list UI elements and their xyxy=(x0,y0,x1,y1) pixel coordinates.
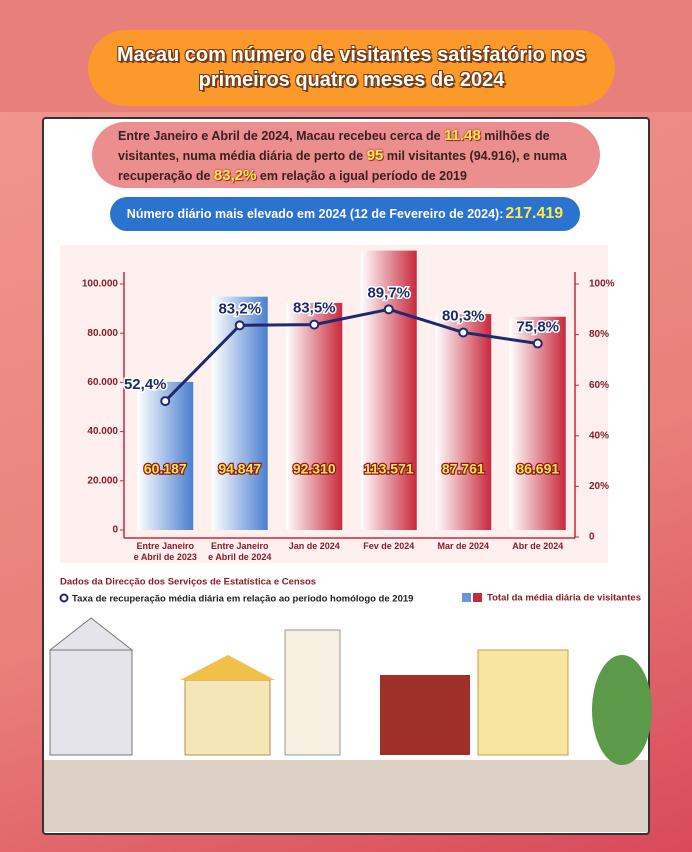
legend-marker xyxy=(59,593,69,603)
building-roof xyxy=(48,617,134,651)
x-tick-label-box: Mar de 2024 xyxy=(437,541,490,551)
y-tick-label: 100.000 xyxy=(82,279,119,290)
bar xyxy=(509,316,566,530)
bar-value-label: 86.691 xyxy=(516,461,559,477)
y2-tick-label: 100% xyxy=(589,279,615,290)
title: Macau com número de visitantes satisfató… xyxy=(116,44,586,91)
bar xyxy=(211,296,268,530)
y-tick-label: 20.000 xyxy=(87,475,118,486)
point-label: 89,7% xyxy=(367,284,410,301)
x-tick-label: Fev de 2024 xyxy=(363,541,415,551)
y-tick-label: 60.000 xyxy=(87,377,118,388)
bar xyxy=(137,381,194,530)
point xyxy=(458,327,469,338)
point xyxy=(532,338,543,349)
bar-value-label: 94.847 xyxy=(218,461,261,477)
y-tick-label: 0 xyxy=(112,525,118,536)
text: em relação a igual período de 2019 xyxy=(256,169,467,183)
building xyxy=(184,679,271,756)
x-tick-label: Jan de 2024 xyxy=(288,541,340,551)
text: milhões de visitantes, numa média diária… xyxy=(118,129,550,163)
title-pill: Macau com número de visitantes satisfató… xyxy=(88,30,615,106)
lighthouse xyxy=(284,629,341,756)
x-tick-label: Mar de 2024 xyxy=(437,541,490,551)
label: Número diário mais elevado em 2024 (12 d… xyxy=(126,207,504,221)
y2-tick-label: 60% xyxy=(589,380,609,391)
highlight-pill: Número diário mais elevado em 2024 (12 d… xyxy=(110,197,580,231)
y2-tick-label: 0 xyxy=(589,532,595,543)
legend-label: Total da média diária de visitantes xyxy=(487,593,641,604)
legend-swatch xyxy=(473,593,482,602)
tree xyxy=(592,655,652,765)
highlight: 83,2% xyxy=(213,167,257,184)
point xyxy=(160,396,171,407)
text: mil visitantes (94.916), e numa recupera… xyxy=(118,149,567,183)
x-tick-label: Entre Janeiro e Abril de 2023 xyxy=(133,541,197,562)
point-label: 83,2% xyxy=(218,300,261,317)
x-tick-label-box: Fev de 2024 xyxy=(363,541,415,551)
highlight: 95 xyxy=(366,147,384,164)
point xyxy=(383,304,394,315)
bar xyxy=(360,250,417,530)
point-label: 75,8% xyxy=(516,319,559,336)
y-tick-label: 40.000 xyxy=(87,426,118,437)
highlight: 11.48 xyxy=(444,127,481,144)
y-tick-label: 80.000 xyxy=(87,328,118,339)
bar-value-label: 60.187 xyxy=(144,461,187,477)
bar-value-label: 87.761 xyxy=(442,461,485,477)
point xyxy=(234,320,245,331)
x-tick-label-box: Abr de 2024 xyxy=(512,541,564,551)
building-roof xyxy=(180,655,275,680)
bar-value-label: 113.571 xyxy=(364,461,414,477)
y2-tick-label: 20% xyxy=(589,481,609,492)
line xyxy=(164,307,538,403)
point-label: 80,3% xyxy=(442,307,485,324)
y2-tick-label: 40% xyxy=(589,430,609,441)
text: Entre Janeiro e Abril de 2024, Macau rec… xyxy=(118,129,445,143)
ground xyxy=(44,760,648,832)
point-label: 52,4% xyxy=(124,376,167,393)
x-tick-label-box: Entre Janeiro e Abril de 2024 xyxy=(208,541,272,562)
x-tick-label-box: Entre Janeiro e Abril de 2023 xyxy=(133,541,197,562)
bar xyxy=(435,314,492,530)
legend-swatch xyxy=(462,593,471,602)
x-tick-label: Entre Janeiro e Abril de 2024 xyxy=(208,541,272,562)
point xyxy=(309,319,320,330)
bar-value-label: 92.310 xyxy=(293,461,336,477)
y2-tick-label: 80% xyxy=(589,329,609,340)
building xyxy=(49,649,133,756)
building xyxy=(477,649,569,756)
legend-label: Taxa de recuperação média diária em rela… xyxy=(72,594,413,605)
source: Dados da Direcção dos Serviços de Estatí… xyxy=(60,577,316,588)
summary: Entre Janeiro e Abril de 2024, Macau rec… xyxy=(92,122,600,188)
point-label: 83,5% xyxy=(293,300,336,317)
bar xyxy=(286,302,343,530)
x-tick-label-box: Jan de 2024 xyxy=(288,541,340,551)
temple xyxy=(380,675,470,755)
x-tick-label: Abr de 2024 xyxy=(512,541,564,551)
value: 217.419 xyxy=(505,205,564,222)
